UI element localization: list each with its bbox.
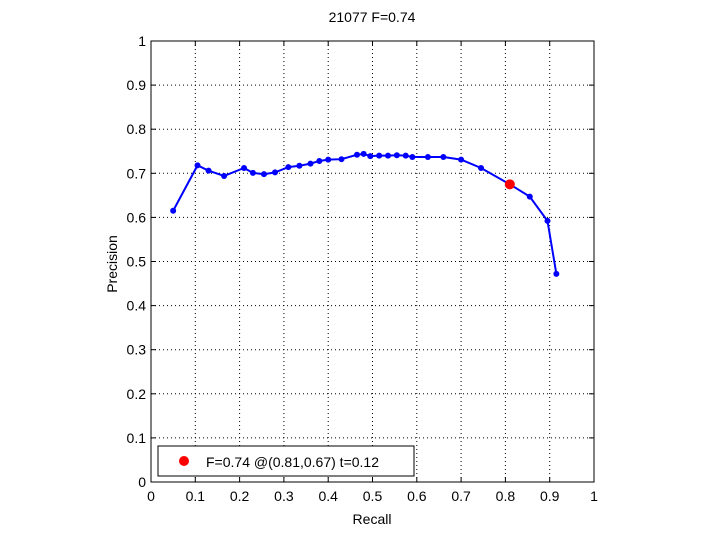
data-point (553, 270, 560, 277)
x-tick-label: 0.4 (318, 488, 338, 504)
x-tick-label: 0.8 (496, 488, 516, 504)
data-point (544, 217, 551, 224)
y-tick-label: 1 (138, 33, 146, 49)
y-tick-label: 0 (138, 474, 146, 490)
data-point (440, 153, 447, 160)
y-tick-label: 0.4 (127, 298, 147, 314)
best-f-point (504, 179, 515, 190)
y-tick-label: 0.2 (127, 386, 147, 402)
x-axis-label: Recall (353, 511, 392, 527)
data-point (424, 153, 431, 160)
data-point (285, 164, 292, 171)
x-tick-label: 1 (590, 488, 598, 504)
data-point (478, 165, 485, 172)
data-point (376, 152, 383, 159)
data-point (249, 169, 256, 176)
legend: F=0.74 @(0.81,0.67) t=0.12 (157, 445, 415, 477)
y-tick-label: 0.5 (127, 254, 147, 270)
data-point (194, 162, 201, 169)
x-tick-label: 0.9 (540, 488, 560, 504)
data-point (307, 160, 314, 167)
data-point (170, 207, 177, 214)
x-tick-label: 0.7 (451, 488, 471, 504)
axis-ticks (150, 40, 595, 483)
data-point (353, 151, 360, 158)
y-tick-label: 0.1 (127, 430, 147, 446)
y-axis-label: Precision (104, 235, 120, 293)
series-group (170, 150, 560, 277)
data-point (205, 167, 212, 174)
data-point (409, 153, 416, 160)
y-tick-label: 0.8 (127, 121, 147, 137)
data-point (260, 171, 267, 178)
data-point (360, 150, 367, 157)
y-tick-label: 0.9 (127, 77, 147, 93)
data-point (296, 162, 303, 169)
y-tick-label: 0.7 (127, 165, 147, 181)
data-point (458, 156, 465, 163)
data-point (338, 156, 345, 163)
legend-box (157, 445, 415, 477)
data-point (272, 169, 279, 176)
y-tick-label: 0.6 (127, 209, 147, 225)
data-point (402, 152, 409, 159)
data-point (325, 156, 332, 163)
data-point (367, 153, 374, 160)
data-point (393, 152, 400, 159)
data-point (526, 193, 533, 200)
chart-title: 21077 F=0.74 (329, 9, 416, 25)
x-tick-label: 0.5 (363, 488, 383, 504)
x-tick-label: 0.3 (274, 488, 294, 504)
x-tick-label: 0.2 (230, 488, 250, 504)
highlight-group (504, 179, 515, 190)
data-point (316, 157, 323, 164)
legend-marker (179, 456, 189, 466)
data-point (221, 172, 228, 179)
x-tick-label: 0.1 (186, 488, 206, 504)
x-tick-labels: 0 0.1 0.2 0.3 0.4 0.5 0.6 0.7 0.8 0.9 1 (147, 488, 598, 504)
x-tick-label: 0.6 (407, 488, 427, 504)
grid (151, 41, 594, 482)
x-tick-label: 0 (147, 488, 155, 504)
data-point (241, 165, 248, 172)
y-tick-labels: 0 0.1 0.2 0.3 0.4 0.5 0.6 0.7 0.8 0.9 1 (127, 33, 147, 490)
y-tick-label: 0.3 (127, 342, 147, 358)
legend-label: F=0.74 @(0.81,0.67) t=0.12 (206, 454, 379, 470)
data-point (385, 152, 392, 159)
